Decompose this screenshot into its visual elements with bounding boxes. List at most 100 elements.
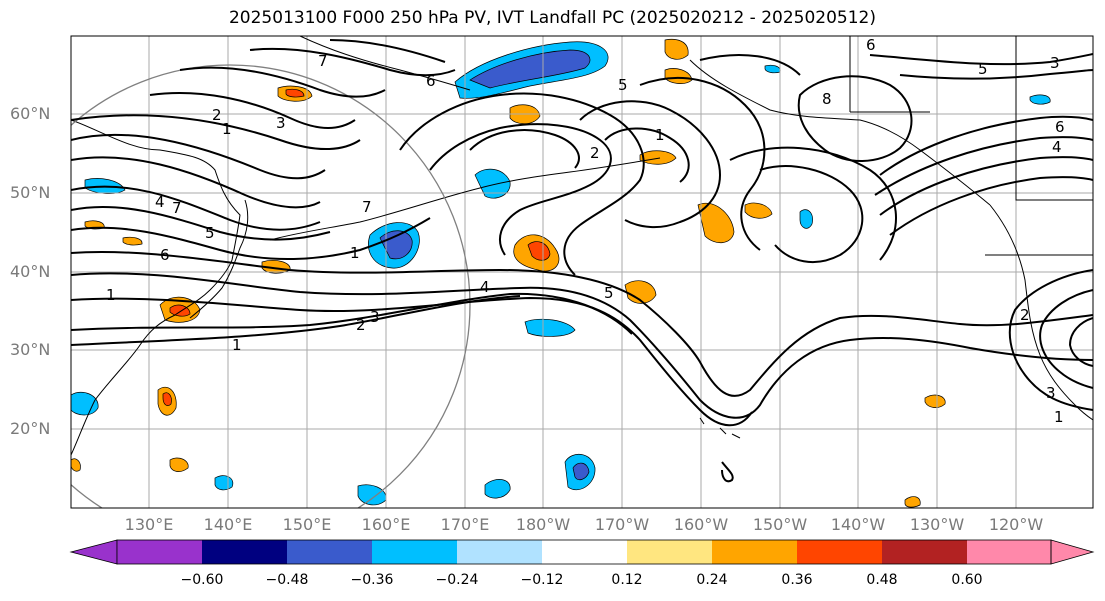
pv-positive-patch bbox=[624, 280, 657, 304]
pv-contour bbox=[1008, 269, 1093, 411]
japan-coastline bbox=[189, 199, 249, 319]
contour-label: 1 bbox=[222, 120, 232, 138]
colorbar-swatch bbox=[882, 540, 967, 564]
coastlines bbox=[71, 36, 1093, 456]
pv-contour bbox=[1039, 289, 1093, 389]
pv-positive-patch bbox=[664, 39, 689, 60]
lon-label: 130°W bbox=[909, 515, 965, 534]
colorbar-tick-label: 0.12 bbox=[611, 572, 643, 588]
contour-label: 6 bbox=[866, 36, 876, 54]
pv-negative-patch bbox=[484, 479, 511, 499]
pv-positive-patch bbox=[697, 202, 735, 243]
pv-positive-patch bbox=[639, 150, 677, 165]
contour-label: 1 bbox=[1054, 408, 1064, 426]
lat-label: 60°N bbox=[10, 104, 51, 123]
colorbar-swatch bbox=[202, 540, 287, 564]
colorbar-tick-label: 0.48 bbox=[866, 572, 898, 588]
pv-contour bbox=[71, 295, 521, 346]
pv-contour bbox=[879, 156, 1093, 216]
pv-contour bbox=[249, 47, 456, 77]
colorbar-tick-label: 0.60 bbox=[951, 572, 983, 588]
contour-label: 2 bbox=[1020, 306, 1030, 324]
contour-label: 5 bbox=[604, 284, 614, 302]
pv-contour bbox=[71, 114, 361, 150]
contour-label: 3 bbox=[370, 308, 380, 326]
pv-contour bbox=[71, 296, 753, 427]
pv-contour bbox=[879, 115, 1093, 176]
pv-negative-patch-core bbox=[572, 462, 590, 481]
contour-label: 8 bbox=[822, 90, 832, 108]
contour-label: 7 bbox=[172, 199, 182, 217]
pv-positive-patch bbox=[924, 394, 946, 408]
colorbar-tick-label: −0.36 bbox=[350, 572, 394, 588]
canada-border bbox=[849, 36, 1093, 201]
contour-label: 5 bbox=[978, 60, 988, 78]
pv-contour bbox=[71, 217, 431, 260]
pv-contour bbox=[1068, 317, 1093, 367]
colorbar-extend-high bbox=[1050, 539, 1095, 565]
colorbar-swatch bbox=[372, 540, 457, 564]
reference-circle bbox=[71, 64, 471, 508]
pv-contours bbox=[71, 39, 1093, 483]
colorbar-tick-label: −0.12 bbox=[520, 572, 564, 588]
contour-label: 7 bbox=[362, 198, 372, 216]
colorbar-frame bbox=[116, 539, 1052, 565]
pv-contour bbox=[759, 165, 864, 263]
contour-label: 2 bbox=[590, 144, 600, 162]
pv-positive-patch-core bbox=[285, 88, 305, 98]
lon-label: 160°W bbox=[673, 515, 729, 534]
lon-label: 160°E bbox=[361, 515, 411, 534]
hawaii-islands bbox=[699, 417, 741, 439]
colorbar-tick-label: −0.48 bbox=[265, 572, 309, 588]
north-shore bbox=[299, 36, 471, 91]
lat-label: 20°N bbox=[10, 419, 51, 438]
contour-label: 2 bbox=[356, 316, 366, 334]
contour-label: 4 bbox=[155, 193, 165, 211]
pv-contour bbox=[71, 292, 633, 335]
pv-positive-patch-core bbox=[169, 304, 191, 317]
pv-negative-patch bbox=[799, 209, 813, 229]
colorbar-tick-label: 0.24 bbox=[696, 572, 728, 588]
pv-contour bbox=[699, 54, 801, 76]
contour-labels: 7 6 3 2 1 8 6 4 5 7 6 4 1 3 5 7 4 3 2 1 … bbox=[106, 36, 1065, 426]
pv-contour bbox=[179, 66, 386, 98]
alaska-coastline bbox=[689, 59, 991, 206]
contour-label: 3 bbox=[1050, 54, 1060, 72]
map-panel: 7 6 3 2 1 8 6 4 5 7 6 4 1 3 5 7 4 3 2 1 … bbox=[71, 36, 1093, 508]
contour-label: 5 bbox=[618, 76, 628, 94]
pv-contour bbox=[469, 129, 580, 169]
map-title: 2025013100 F000 250 hPa PV, IVT Landfall… bbox=[228, 8, 876, 28]
contour-label: 2 bbox=[212, 106, 222, 124]
pv-contour bbox=[71, 133, 326, 180]
pv-negative-patch bbox=[474, 168, 511, 199]
lon-label: 140°E bbox=[203, 515, 253, 534]
pv-negative-patch-core bbox=[379, 230, 413, 260]
pv-negative-patch bbox=[1029, 94, 1051, 105]
contour-label: 4 bbox=[1052, 138, 1062, 156]
lon-label: 130°E bbox=[124, 515, 174, 534]
north-america-coastline bbox=[989, 204, 1093, 421]
pv-positive-patch bbox=[122, 236, 143, 246]
pv-contour bbox=[797, 75, 913, 162]
map-frame bbox=[70, 35, 1094, 509]
contour-label: 3 bbox=[1046, 384, 1056, 402]
contour-label: 1 bbox=[106, 286, 116, 304]
lon-label: 150°E bbox=[282, 515, 332, 534]
colorbar-swatch bbox=[117, 540, 202, 564]
colorbar-swatch bbox=[967, 540, 1051, 564]
pv-positive-patch bbox=[169, 457, 189, 472]
contour-label: 4 bbox=[480, 278, 490, 296]
pv-contour bbox=[579, 100, 722, 228]
contour-label: 3 bbox=[276, 114, 286, 132]
pv-contour bbox=[899, 69, 1093, 80]
pv-positive-patch-core bbox=[162, 392, 172, 406]
pv-negative-patch bbox=[71, 391, 99, 416]
pv-contour bbox=[429, 123, 612, 256]
contour-label: 6 bbox=[160, 246, 170, 264]
lat-label: 30°N bbox=[10, 340, 51, 359]
pv-anomaly-patches bbox=[71, 39, 1051, 508]
graticule bbox=[71, 36, 1093, 508]
colorbar-tick-label: −0.60 bbox=[180, 572, 224, 588]
contour-label: 1 bbox=[232, 336, 242, 354]
